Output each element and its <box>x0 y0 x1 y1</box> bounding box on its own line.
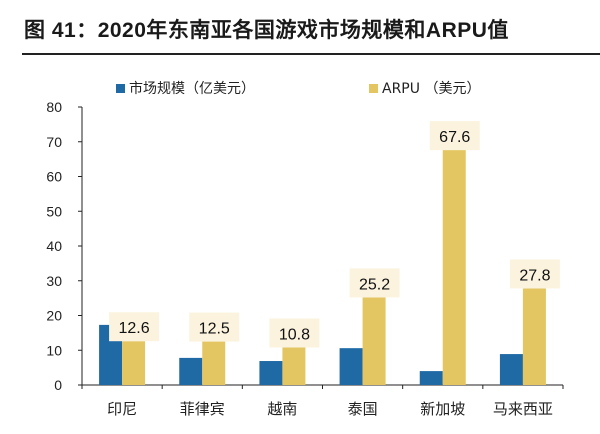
data-label-box <box>349 268 400 298</box>
data-label-arpu: 25.2 <box>359 276 390 293</box>
y-tick-label: 10 <box>46 342 62 358</box>
bar-arpu <box>282 347 306 385</box>
data-label-arpu: 27.8 <box>519 267 550 284</box>
x-tick-label: 马来西亚 <box>493 400 553 418</box>
x-tick-label: 菲律宾 <box>180 400 225 418</box>
x-tick-label: 越南 <box>267 400 297 418</box>
figure-title: 图 41：2020年东南亚各国游戏市场规模和ARPU值 <box>24 19 509 42</box>
legend-item-market-size: 市场规模（亿美元） <box>116 78 255 98</box>
bar-arpu <box>202 341 226 385</box>
y-tick-label: 70 <box>46 134 62 150</box>
legend-label: 市场规模（亿美元） <box>129 81 255 97</box>
bar-arpu <box>442 150 466 385</box>
x-tick-label: 泰国 <box>348 400 378 418</box>
y-tick-label: 50 <box>46 203 62 219</box>
data-label-arpu: 12.5 <box>199 321 230 338</box>
y-tick-label: 80 <box>46 99 62 115</box>
y-tick-label: 20 <box>46 308 62 324</box>
y-tick-label: 60 <box>46 169 62 185</box>
legend-swatch-blue <box>116 83 125 93</box>
data-label-box <box>109 312 160 342</box>
bar-arpu <box>362 297 386 385</box>
bar-arpu <box>122 341 146 385</box>
title-divider <box>22 53 600 55</box>
data-label-arpu: 67.6 <box>439 129 470 146</box>
y-tick-label: 30 <box>46 273 62 289</box>
data-label-box <box>269 318 320 348</box>
bar-market-size <box>179 357 203 385</box>
data-label-box <box>429 121 480 151</box>
legend-item-arpu: ARPU （美元） <box>369 78 480 98</box>
data-label-arpu: 12.6 <box>119 320 150 337</box>
data-label-box <box>509 259 560 289</box>
bar-arpu <box>522 288 546 385</box>
legend-label: ARPU （美元） <box>382 81 481 97</box>
bar-market-size <box>259 361 283 385</box>
y-tick-label: 40 <box>46 238 62 254</box>
bar-market-size <box>339 348 363 385</box>
bar-market-size <box>499 354 523 385</box>
y-tick-label: 0 <box>54 377 62 393</box>
data-label-arpu: 10.8 <box>279 326 310 343</box>
x-tick-label: 印尼 <box>107 400 137 418</box>
legend-swatch-yellow <box>369 83 378 93</box>
x-tick-label: 新加坡 <box>420 400 465 418</box>
data-label-box <box>189 312 240 342</box>
bar-market-size <box>419 371 443 385</box>
